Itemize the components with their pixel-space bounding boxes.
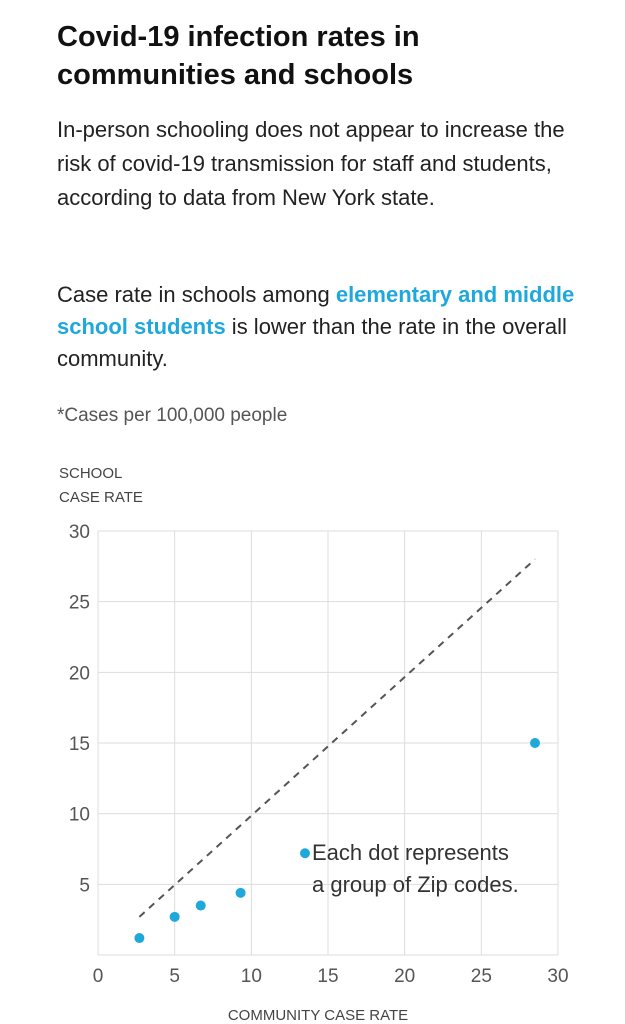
annotation-marker-dot	[300, 848, 310, 859]
chart-description: Case rate in schools among elementary an…	[57, 279, 577, 375]
y-axis-label-line-2: CASE RATE	[59, 489, 143, 506]
units-note: *Cases per 100,000 people	[57, 405, 288, 426]
description-before: Case rate in schools among	[57, 282, 336, 307]
annotation-text-line: Each dot represents	[312, 840, 509, 865]
x-tick-label: 25	[471, 966, 492, 987]
x-axis-label: COMMUNITY CASE RATE	[228, 1007, 408, 1024]
x-tick-label: 0	[93, 966, 104, 987]
x-tick-label: 5	[169, 966, 180, 987]
description-highlight: elementary and middle school students	[57, 282, 575, 339]
annotation-text-line: a group of Zip codes.	[312, 872, 519, 897]
y-tick-label: 30	[69, 522, 90, 543]
y-tick-label: 15	[69, 734, 90, 755]
data-point	[134, 933, 145, 944]
y-axis-label: SCHOOL CASE RATE	[59, 462, 209, 510]
data-point	[195, 900, 206, 911]
y-tick-label: 20	[69, 663, 90, 684]
data-point	[235, 887, 246, 898]
data-point	[530, 738, 540, 748]
y-tick-label: 10	[69, 805, 90, 826]
y-axis-label-line-1: SCHOOL	[59, 465, 123, 482]
y-tick-label: 25	[69, 593, 90, 614]
reference-line	[138, 558, 536, 918]
description-after: is lower than the rate in the overall co…	[57, 314, 567, 371]
data-point	[169, 911, 180, 922]
x-tick-label: 30	[547, 966, 568, 987]
x-tick-label: 20	[394, 966, 415, 987]
y-tick-label: 5	[79, 875, 90, 896]
x-tick-label: 10	[241, 966, 262, 987]
chart-subtitle: In-person schooling does not appear to i…	[57, 117, 565, 210]
x-tick-label: 15	[317, 966, 338, 987]
chart-title: Covid-19 infection rates in communities …	[57, 21, 420, 91]
